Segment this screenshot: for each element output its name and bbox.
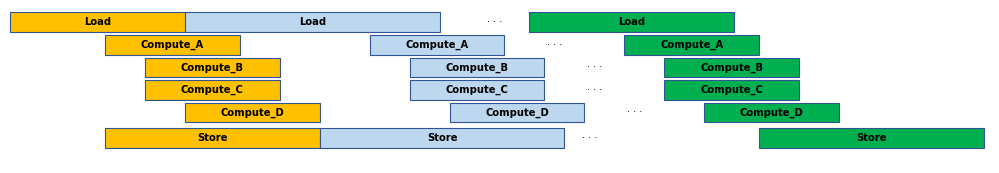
FancyBboxPatch shape: [450, 102, 584, 122]
FancyBboxPatch shape: [529, 12, 734, 31]
Text: · · ·: · · ·: [487, 17, 502, 27]
FancyBboxPatch shape: [105, 35, 240, 55]
Text: Store: Store: [856, 133, 887, 143]
Text: · · ·: · · ·: [581, 133, 597, 143]
FancyBboxPatch shape: [105, 128, 320, 148]
Text: Load: Load: [618, 17, 645, 27]
FancyBboxPatch shape: [10, 12, 185, 31]
FancyBboxPatch shape: [759, 128, 984, 148]
Text: Compute_C: Compute_C: [446, 85, 508, 95]
Text: · · ·: · · ·: [546, 40, 562, 50]
Text: Load: Load: [84, 17, 111, 27]
Text: Compute_A: Compute_A: [406, 40, 469, 50]
FancyBboxPatch shape: [410, 58, 544, 78]
Text: Compute_C: Compute_C: [700, 85, 763, 95]
Text: Store: Store: [197, 133, 228, 143]
FancyBboxPatch shape: [664, 80, 799, 100]
FancyBboxPatch shape: [664, 58, 799, 78]
Text: · · ·: · · ·: [626, 107, 642, 117]
FancyBboxPatch shape: [704, 102, 839, 122]
Text: Compute_D: Compute_D: [221, 107, 284, 118]
FancyBboxPatch shape: [185, 12, 440, 31]
FancyBboxPatch shape: [624, 35, 759, 55]
Text: Load: Load: [299, 17, 326, 27]
Text: Compute_A: Compute_A: [141, 40, 204, 50]
Text: Compute_A: Compute_A: [660, 40, 723, 50]
Text: Compute_D: Compute_D: [486, 107, 548, 118]
Text: · · ·: · · ·: [586, 85, 602, 95]
FancyBboxPatch shape: [370, 35, 504, 55]
FancyBboxPatch shape: [145, 80, 280, 100]
FancyBboxPatch shape: [145, 58, 280, 78]
FancyBboxPatch shape: [410, 80, 544, 100]
FancyBboxPatch shape: [320, 128, 564, 148]
Text: Compute_B: Compute_B: [181, 62, 244, 73]
Text: Compute_B: Compute_B: [446, 62, 508, 73]
Text: Store: Store: [427, 133, 458, 143]
Text: Compute_D: Compute_D: [740, 107, 803, 118]
Text: Compute_B: Compute_B: [700, 62, 763, 73]
Text: Compute_C: Compute_C: [181, 85, 244, 95]
Text: · · ·: · · ·: [586, 62, 602, 72]
FancyBboxPatch shape: [185, 102, 320, 122]
